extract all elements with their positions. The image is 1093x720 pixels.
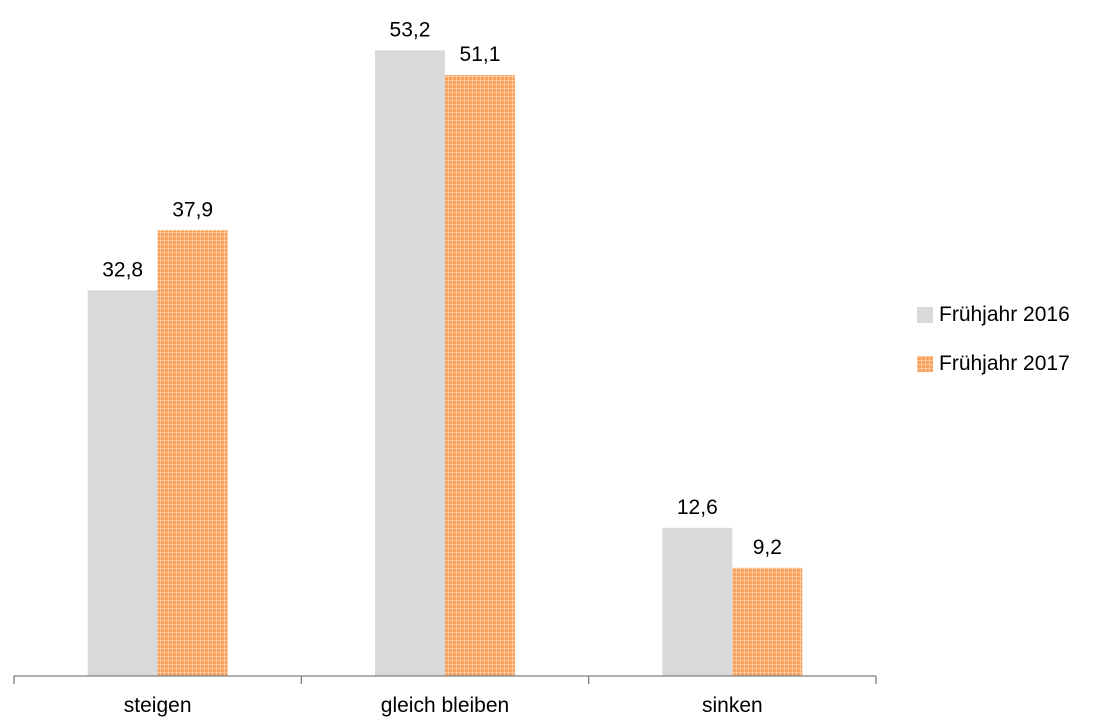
x-axis-ticks: [13, 676, 877, 684]
data-label-1-3: 12,6: [677, 496, 718, 519]
legend-item-2016: Frühjahr 2016: [917, 303, 1070, 327]
x-axis-labels: steigen gleich bleiben sinken: [124, 694, 763, 717]
data-label-2-1: 37,9: [172, 198, 213, 221]
bar-1-3: [662, 527, 733, 676]
legend-label-2016: Frühjahr 2016: [939, 303, 1070, 326]
legend-item-2017: Frühjahr 2017: [917, 352, 1070, 376]
category-label-2: gleich bleiben: [381, 694, 509, 717]
bar-1-2: [374, 50, 445, 677]
data-label-2-3: 9,2: [753, 536, 782, 559]
legend: Frühjahr 2016 Frühjahr 2017: [917, 303, 1070, 401]
data-label-1-1: 32,8: [102, 258, 143, 281]
data-labels-group: 32,8 37,9 53,2 51,1 12,6 9,2: [102, 18, 782, 558]
legend-swatch-2017: [917, 356, 933, 372]
bar-2-3: [732, 567, 803, 676]
legend-label-2017: Frühjahr 2017: [939, 352, 1070, 375]
bars-group: [87, 50, 803, 677]
bar-2-1: [157, 230, 228, 676]
data-label-2-2: 51,1: [460, 43, 501, 66]
legend-swatch-2016: [917, 307, 933, 323]
data-label-1-2: 53,2: [390, 18, 431, 41]
category-label-3: sinken: [702, 694, 763, 717]
bar-2-2: [444, 75, 515, 676]
category-label-1: steigen: [124, 694, 192, 717]
bar-1-1: [87, 290, 158, 676]
